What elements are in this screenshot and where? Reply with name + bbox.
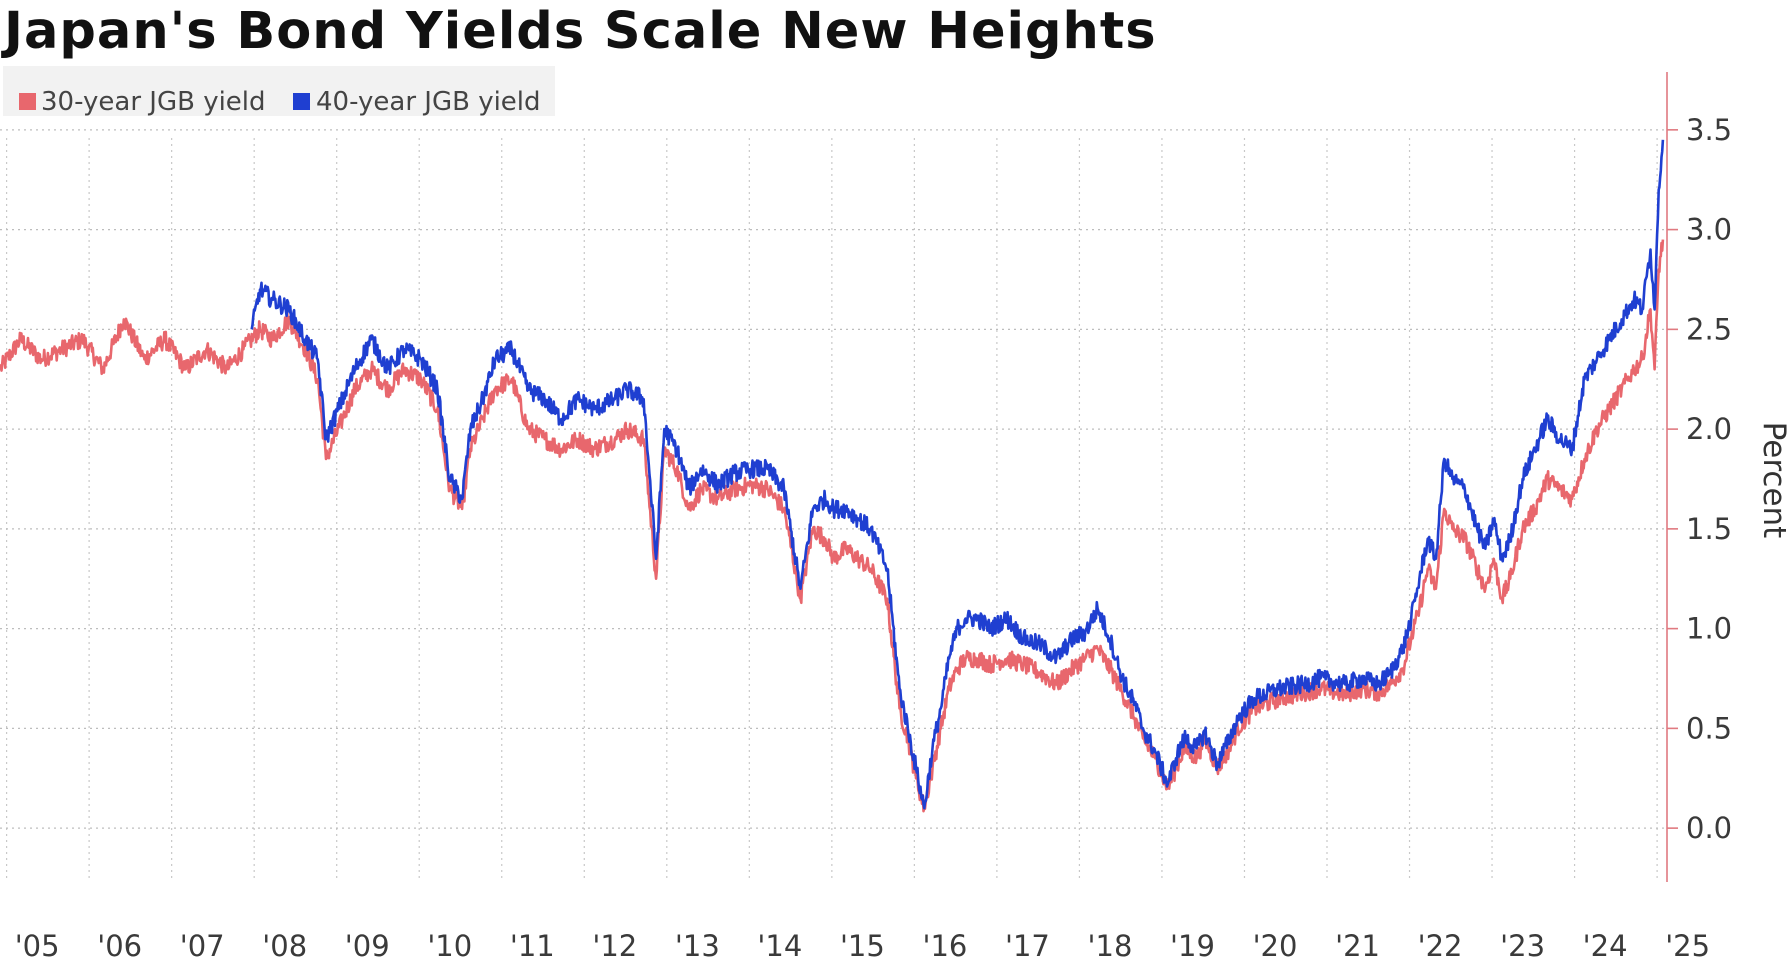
x-tick-label-6: '11 — [510, 929, 555, 963]
x-tick-label-19: '24 — [1583, 929, 1628, 963]
y-axis-label: Percent — [1756, 422, 1791, 539]
series-line-0 — [0, 239, 1665, 813]
series-layer — [0, 139, 1665, 813]
series-line-1 — [250, 139, 1665, 810]
x-tick-label-18: '23 — [1500, 929, 1545, 963]
x-tick-label-9: '14 — [757, 929, 802, 963]
x-tick-label-1: '06 — [97, 929, 142, 963]
y-tick-label-7: 3.5 — [1686, 113, 1732, 147]
legend-background — [3, 66, 555, 116]
x-tick-label-5: '10 — [427, 929, 472, 963]
y-tick-label-6: 3.0 — [1686, 213, 1732, 247]
x-tick-label-10: '15 — [840, 929, 885, 963]
y-tick-label-4: 2.0 — [1686, 412, 1732, 446]
x-tick-label-17: '22 — [1418, 929, 1463, 963]
y-tick-label-5: 2.5 — [1686, 312, 1732, 346]
legend: 30-year JGB yield 40-year JGB yield — [3, 66, 555, 117]
y-axis-ticks: 0.0 0.5 1.0 1.5 2.0 2.5 3.0 3.5 — [1667, 113, 1732, 845]
x-tick-label-13: '18 — [1088, 929, 1133, 963]
x-tick-label-8: '13 — [675, 929, 720, 963]
legend-swatch-40-year — [293, 93, 310, 110]
x-tick-label-4: '09 — [345, 929, 390, 963]
legend-label-40-year: 40-year JGB yield — [316, 87, 541, 117]
y-tick-label-3: 1.5 — [1686, 512, 1732, 546]
legend-swatch-30-year — [19, 93, 36, 110]
x-tick-label-2: '07 — [180, 929, 225, 963]
y-gridlines — [0, 129, 1667, 829]
x-tick-label-20: '25 — [1665, 929, 1710, 963]
y-tick-label-0: 0.0 — [1686, 811, 1732, 845]
x-tick-label-15: '20 — [1253, 929, 1298, 963]
x-tick-label-0: '05 — [15, 929, 60, 963]
y-tick-label-1: 0.5 — [1686, 711, 1732, 745]
x-tick-label-7: '12 — [592, 929, 637, 963]
y-tick-label-2: 1.0 — [1686, 612, 1732, 646]
x-tick-label-12: '17 — [1005, 929, 1050, 963]
x-gridlines — [6, 138, 1658, 882]
x-tick-label-14: '19 — [1170, 929, 1215, 963]
chart-title: Japan's Bond Yields Scale New Heights — [4, 2, 1157, 61]
x-tick-label-16: '21 — [1335, 929, 1380, 963]
x-tick-label-3: '08 — [262, 929, 307, 963]
x-tick-label-11: '16 — [922, 929, 967, 963]
x-axis-ticks: '05 '06 '07 '08 '09 '10 '11 '12 '13 '14 '15 '16 '17 '… — [15, 929, 1710, 963]
legend-label-30-year: 30-year JGB yield — [41, 87, 266, 117]
